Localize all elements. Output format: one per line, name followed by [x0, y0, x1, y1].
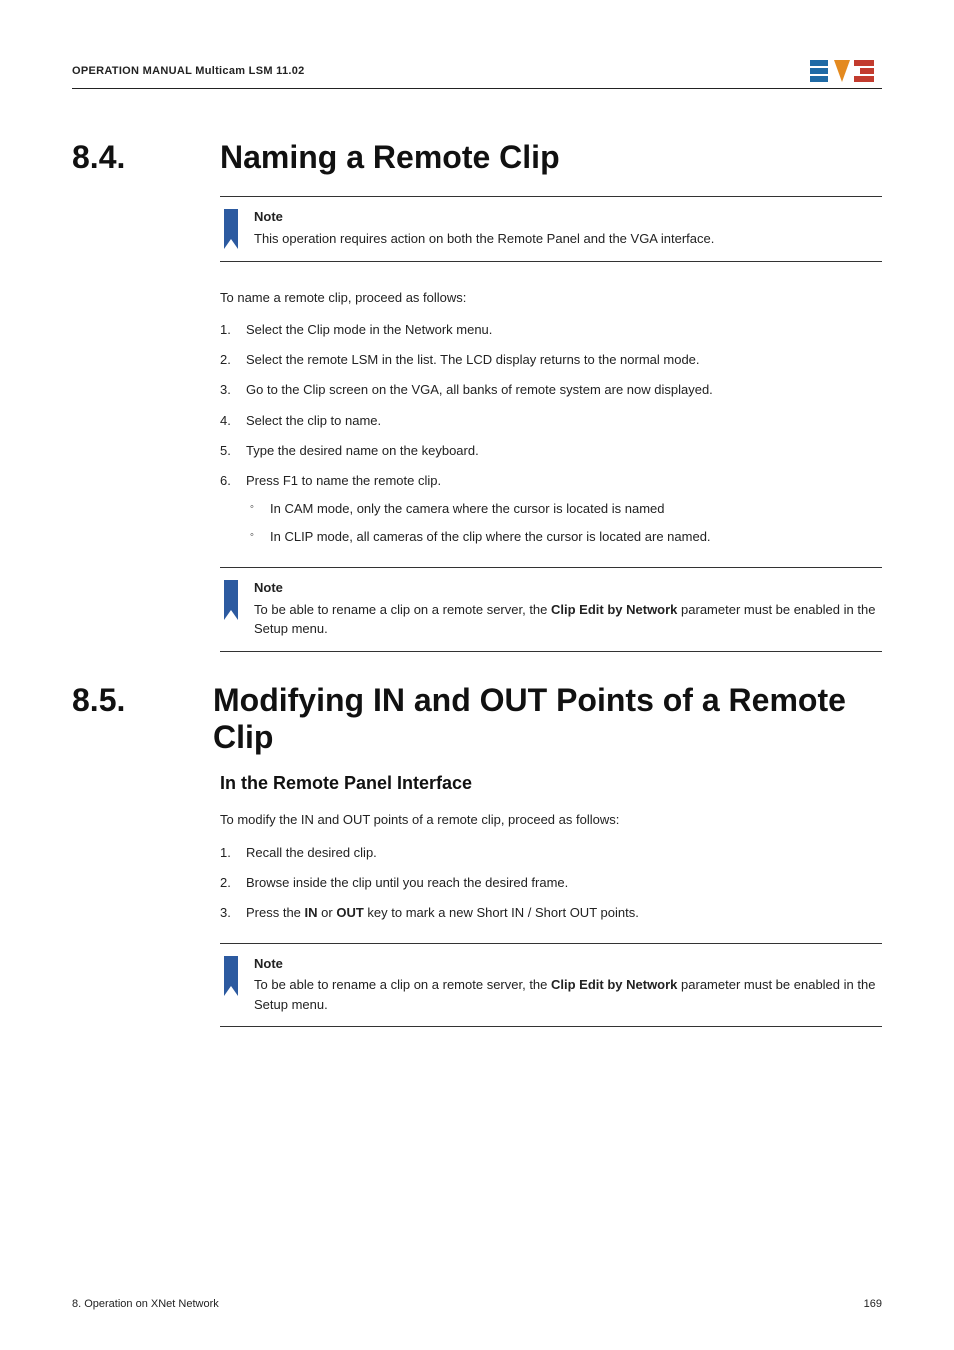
steps-8-4: Select the Clip mode in the Network menu…: [220, 320, 882, 547]
page-footer: 8. Operation on XNet Network 169: [72, 1298, 882, 1310]
section-title: Naming a Remote Clip: [220, 139, 560, 176]
note-text: To be able to rename a clip on a remote …: [254, 977, 875, 1012]
note-box-2: Note To be able to rename a clip on a re…: [220, 567, 882, 652]
running-header-text: OPERATION MANUAL Multicam LSM 11.02: [72, 65, 305, 77]
list-item: Browse inside the clip until you reach t…: [220, 873, 882, 893]
intro-8-4: To name a remote clip, proceed as follow…: [220, 288, 882, 308]
steps-8-5: Recall the desired clip. Browse inside t…: [220, 843, 882, 923]
note-label: Note: [254, 954, 882, 974]
page: OPERATION MANUAL Multicam LSM 11.02 8.4.…: [0, 0, 954, 1350]
footer-section: 8. Operation on XNet Network: [72, 1298, 219, 1310]
running-header: OPERATION MANUAL Multicam LSM 11.02: [72, 60, 882, 89]
list-item: Select the Clip mode in the Network menu…: [220, 320, 882, 340]
note-text: This operation requires action on both t…: [254, 231, 714, 246]
list-item: In CAM mode, only the camera where the c…: [246, 499, 882, 519]
note-label: Note: [254, 207, 714, 227]
note-box-1: Note This operation requires action on b…: [220, 196, 882, 262]
note-box-3: Note To be able to rename a clip on a re…: [220, 943, 882, 1028]
subheading: In the Remote Panel Interface: [220, 773, 882, 794]
section-8-4-heading: 8.4. Naming a Remote Clip: [72, 139, 882, 176]
list-item: Type the desired name on the keyboard.: [220, 441, 882, 461]
list-item: Select the remote LSM in the list. The L…: [220, 350, 882, 370]
section-title: Modifying IN and OUT Points of a Remote …: [213, 682, 882, 756]
note-body: Note To be able to rename a clip on a re…: [254, 578, 882, 639]
section-number: 8.4.: [72, 139, 220, 176]
intro-8-5: To modify the IN and OUT points of a rem…: [220, 810, 882, 830]
list-item: In CLIP mode, all cameras of the clip wh…: [246, 527, 882, 547]
list-item: Recall the desired clip.: [220, 843, 882, 863]
list-item: Go to the Clip screen on the VGA, all ba…: [220, 380, 882, 400]
tag-icon: [220, 207, 254, 249]
page-number: 169: [864, 1298, 882, 1310]
evs-logo: [810, 60, 882, 82]
list-item: Press F1 to name the remote clip. In CAM…: [220, 471, 882, 547]
note-text: To be able to rename a clip on a remote …: [254, 602, 875, 637]
note-body: Note To be able to rename a clip on a re…: [254, 954, 882, 1015]
note-body: Note This operation requires action on b…: [254, 207, 714, 249]
note-label: Note: [254, 578, 882, 598]
list-item: Select the clip to name.: [220, 411, 882, 431]
section-number: 8.5.: [72, 682, 213, 756]
sub-list: In CAM mode, only the camera where the c…: [246, 499, 882, 547]
tag-icon: [220, 954, 254, 1015]
tag-icon: [220, 578, 254, 639]
list-item: Press the IN or OUT key to mark a new Sh…: [220, 903, 882, 923]
section-8-5-heading: 8.5. Modifying IN and OUT Points of a Re…: [72, 682, 882, 756]
